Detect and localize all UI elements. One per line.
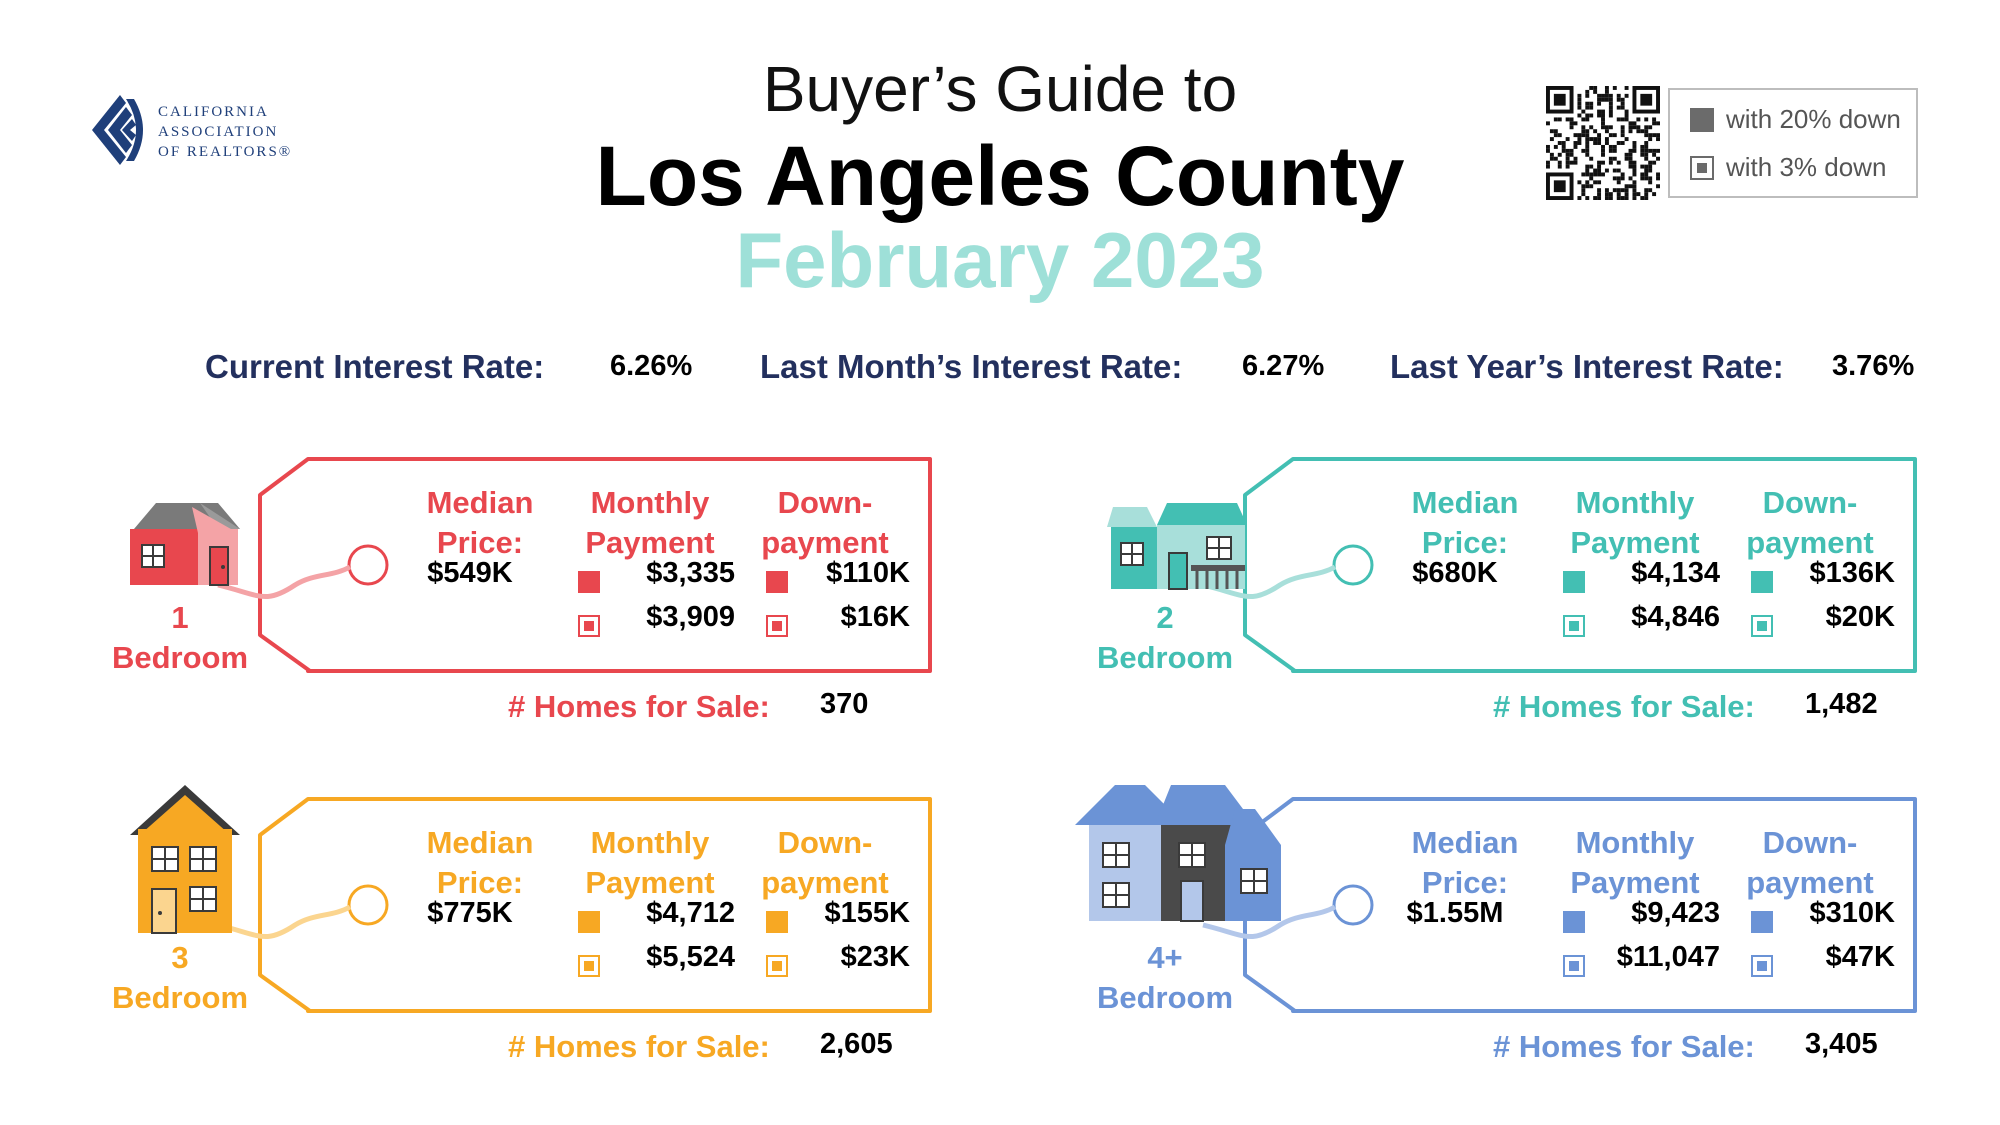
price-tag-icon [217,797,932,1013]
filled-square-icon [1690,107,1714,132]
homes-for-sale-label: # Homes for Sale: [1493,1029,1755,1064]
house-icon [1107,503,1247,598]
down-20-value: $136K [1809,557,1895,589]
outlined-square-icon [1690,155,1714,180]
outlined-square-icon [1751,955,1773,977]
monthly-payment-header: Monthly Payment [1570,485,1700,560]
legend: with 20% down with 3% down [1668,88,1918,198]
outlined-square-icon [766,955,788,977]
median-price-header: Median Price: [1411,825,1519,900]
price-tag-icon [1202,457,1917,673]
monthly-3-down-value: $4,846 [1631,601,1720,633]
down-20-value: $155K [824,897,910,929]
down-3-value: $23K [840,941,910,973]
logo-text: CALIFORNIA ASSOCIATION OF REALTORS® [158,104,293,160]
down-3-value: $16K [840,601,910,633]
down-payment-header: Down-payment [761,825,889,900]
down-20-value: $310K [1809,897,1895,929]
monthly-20-down-value: $9,423 [1631,897,1720,929]
price-card-bed4: 4+ Bedroom Median Price: Monthly Payment D… [1075,785,1975,1064]
median-price-value: $775K [427,897,513,929]
house-icon [1075,785,1285,930]
median-price-header: Median Price: [426,825,534,900]
bedroom-count: 4+ [1147,940,1183,975]
outlined-square-icon [1751,615,1773,637]
filled-square-icon [578,911,600,933]
filled-square-icon [1751,571,1773,593]
filled-square-icon [1563,571,1585,593]
filled-square-icon [578,571,600,593]
down-3-value: $47K [1825,941,1895,973]
page-title-county: Los Angeles County [595,129,1405,223]
outlined-square-icon [766,615,788,637]
monthly-payment-header: Monthly Payment [585,825,715,900]
price-card-bed3: 3 Bedroom Median Price: Monthly Payment Do… [100,785,990,1064]
outlined-square-icon [1563,615,1585,637]
filled-square-icon [1563,911,1585,933]
page-title-date: February 2023 [735,216,1265,304]
down-payment-header: Down-payment [1746,485,1874,560]
outlined-square-icon [578,955,600,977]
filled-square-icon [766,911,788,933]
legend-item-20-down: with 20% down [1690,104,1901,135]
down-payment-header: Down-payment [1746,825,1874,900]
monthly-payment-header: Monthly Payment [1570,825,1700,900]
house-icon [130,785,240,940]
homes-for-sale-label: # Homes for Sale: [508,1029,770,1064]
qr-code-icon[interactable] [1546,86,1660,200]
monthly-payment-header: Monthly Payment [585,485,715,560]
bedroom-count: 1 [171,600,189,635]
monthly-3-down-value: $5,524 [646,941,735,973]
monthly-20-down-value: $4,712 [646,897,735,929]
homes-for-sale-value: 3,405 [1805,1028,1878,1060]
price-tag-icon [217,457,932,673]
down-3-value: $20K [1825,601,1895,633]
current-rate-value: 6.26% [610,350,693,382]
last-month-rate-value: 6.27% [1242,350,1325,382]
bedroom-count: 3 [171,940,189,975]
monthly-3-down-value: $11,047 [1616,941,1720,973]
monthly-20-down-value: $3,335 [646,557,735,589]
current-rate-label: Current Interest Rate: [205,348,545,385]
median-price-value: $549K [427,557,513,589]
bedroom-label: Bedroom [111,640,249,675]
median-price-header: Median Price: [1411,485,1519,560]
monthly-20-down-value: $4,134 [1631,557,1720,589]
bedroom-label: Bedroom [111,980,249,1015]
car-logo-icon [92,95,143,165]
bedroom-count: 2 [1156,600,1174,635]
homes-for-sale-value: 1,482 [1805,688,1878,720]
down-payment-header: Down-payment [761,485,889,560]
median-price-value: $680K [1412,557,1498,589]
legend-item-3-down: with 3% down [1690,152,1886,183]
price-card-bed1: 1 Bedroom Median Price: Monthly Payment Do… [100,455,990,724]
last-year-rate-label: Last Year’s Interest Rate: [1390,348,1784,385]
median-price-value: $1.55M [1406,897,1504,929]
page-title-line1: Buyer’s Guide to [762,53,1238,125]
bedroom-label: Bedroom [1096,980,1234,1015]
bedroom-label: Bedroom [1096,640,1234,675]
filled-square-icon [1751,911,1773,933]
price-card-bed2: 2 Bedroom Median Price: Monthly Payment Do… [1085,455,1975,724]
median-price-header: Median Price: [426,485,534,560]
homes-for-sale-value: 2,605 [820,1028,893,1060]
down-20-value: $110K [826,557,910,589]
homes-for-sale-label: # Homes for Sale: [1493,689,1755,724]
outlined-square-icon [1563,955,1585,977]
last-year-rate-value: 3.76% [1832,350,1915,382]
outlined-square-icon [578,615,600,637]
house-icon [122,503,242,598]
last-month-rate-label: Last Month’s Interest Rate: [760,348,1183,385]
monthly-3-down-value: $3,909 [646,601,735,633]
filled-square-icon [766,571,788,593]
homes-for-sale-label: # Homes for Sale: [508,689,770,724]
homes-for-sale-value: 370 [820,688,869,720]
